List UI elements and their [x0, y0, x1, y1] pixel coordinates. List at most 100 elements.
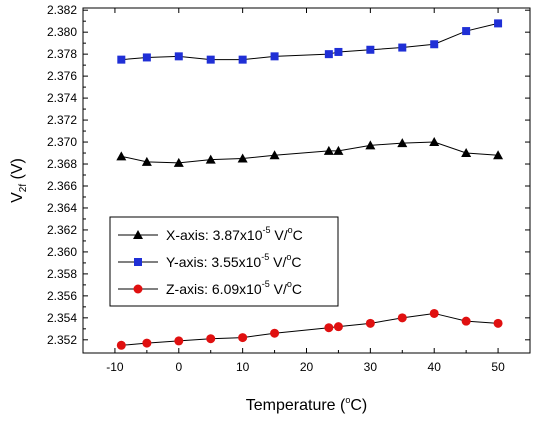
y-tick-label: 2.370: [47, 135, 77, 149]
y-tick-label: 2.378: [47, 47, 77, 61]
legend-label: Z-axis: 6.09x10-5 V/oC: [166, 279, 302, 297]
y-tick-label: 2.372: [47, 113, 77, 127]
x-tick-label: 10: [236, 360, 250, 374]
legend-marker: [133, 284, 143, 294]
series-triangle: [116, 137, 504, 167]
data-point: [461, 316, 471, 326]
legend-marker: [134, 258, 142, 266]
data-point: [238, 55, 247, 64]
data-point: [206, 334, 216, 344]
y-tick-label: 2.354: [47, 311, 77, 325]
legend-label-unit-post: C: [291, 254, 301, 270]
data-point: [238, 333, 248, 343]
data-point: [429, 137, 440, 147]
data-point: [324, 323, 334, 333]
data-point: [334, 47, 343, 56]
y-tick-label: 2.374: [47, 91, 77, 105]
legend-label-unit-post: C: [293, 227, 303, 243]
data-point: [173, 157, 184, 167]
data-point: [205, 154, 216, 164]
x-axis-title-degree: o: [345, 395, 350, 405]
data-point: [430, 40, 439, 49]
legend-entry: X-axis: 3.87x10-5 V/oC: [118, 225, 303, 243]
y-tick-label: 2.366: [47, 179, 77, 193]
data-point: [397, 138, 408, 148]
x-axis-ticks: -10 0 10 20 30 40 50: [82, 8, 531, 374]
y-tick-label: 2.358: [47, 267, 77, 281]
x-tick-label: 40: [428, 360, 442, 374]
data-point: [117, 55, 126, 64]
legend-label: Y-axis: 3.55x10-5 V/oC: [166, 252, 302, 270]
data-point: [462, 27, 471, 36]
data-point: [116, 340, 126, 350]
legend-label-unit-deg: o: [288, 225, 293, 235]
data-point: [461, 148, 472, 158]
data-point: [429, 308, 439, 318]
data-point: [237, 153, 248, 163]
y-tick-label: 2.352: [47, 333, 77, 347]
y-tick-label: 2.376: [47, 69, 77, 83]
series-square: [117, 19, 503, 64]
series-circle: [116, 308, 503, 350]
data-point: [365, 318, 375, 328]
y-tick-label: 2.360: [47, 245, 77, 259]
legend-label-exp: -5: [261, 252, 269, 262]
y-axis-ticks: 2.352 2.354 2.356 2.358 2.360 2.362 2.364 2.366…: [47, 3, 530, 347]
x-tick-label: -10: [106, 360, 124, 374]
legend-label-exp: -5: [262, 279, 270, 289]
legend-label-exp: -5: [263, 225, 271, 235]
x-tick-label: 50: [491, 360, 505, 374]
legend-marker: [133, 230, 143, 239]
data-point: [270, 328, 280, 338]
x-tick-label: 20: [300, 360, 314, 374]
y-axis-title-main: V: [9, 192, 26, 203]
data-point: [493, 150, 504, 160]
y-axis-title-unit: (V): [9, 158, 26, 184]
legend-entry: Z-axis: 6.09x10-5 V/oC: [118, 279, 302, 297]
data-point: [269, 150, 280, 160]
y-axis-title: V2f (V): [9, 158, 29, 203]
data-point: [142, 338, 152, 348]
legend-label-axis: X-axis: 3.87x10: [166, 227, 263, 243]
x-axis-title: Temperature (oC): [246, 395, 368, 414]
data-point: [174, 52, 183, 61]
x-axis-title-text: Temperature (: [246, 397, 346, 414]
data-point: [141, 156, 152, 166]
legend-label-unit-pre: V/: [270, 281, 287, 297]
data-point: [366, 45, 375, 54]
legend-entry: Y-axis: 3.55x10-5 V/oC: [118, 252, 302, 270]
x-tick-label: 30: [364, 360, 378, 374]
legend-label: X-axis: 3.87x10-5 V/oC: [166, 225, 303, 243]
data-point: [324, 50, 333, 59]
data-point: [270, 52, 279, 61]
data-point: [323, 145, 334, 155]
data-point: [365, 140, 376, 150]
y-tick-label: 2.382: [47, 3, 77, 17]
data-point: [206, 55, 215, 64]
data-point: [494, 19, 503, 28]
y-tick-label: 2.364: [47, 201, 77, 215]
y-tick-label: 2.380: [47, 25, 77, 39]
data-point: [333, 322, 343, 332]
data-point: [493, 318, 503, 328]
data-point: [174, 336, 184, 346]
legend-label-unit-deg: o: [286, 252, 291, 262]
series-layer: [116, 19, 504, 350]
data-point: [397, 313, 407, 323]
legend-label-unit-deg: o: [287, 279, 292, 289]
data-point: [142, 53, 151, 62]
y-axis-title-sub: 2f: [18, 184, 29, 193]
data-point: [333, 145, 344, 155]
legend-label-unit-post: C: [292, 281, 302, 297]
x-axis-title-unit: C): [350, 397, 367, 414]
legend: X-axis: 3.87x10-5 V/oCY-axis: 3.55x10-5 …: [109, 216, 339, 307]
x-tick-label: 0: [175, 360, 182, 374]
legend-label-unit-pre: V/: [271, 227, 288, 243]
legend-label-axis: Z-axis: 6.09x10: [166, 281, 262, 297]
legend-label-axis: Y-axis: 3.55x10: [166, 254, 261, 270]
y-tick-label: 2.368: [47, 157, 77, 171]
data-point: [398, 43, 407, 52]
y-tick-label: 2.356: [47, 289, 77, 303]
y-tick-label: 2.362: [47, 223, 77, 237]
